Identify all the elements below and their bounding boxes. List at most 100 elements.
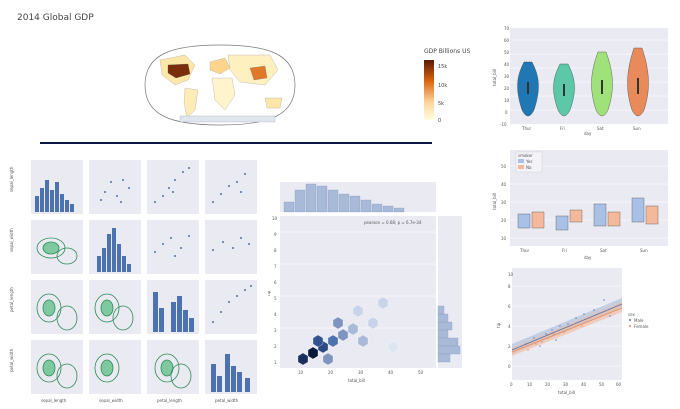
divider-line [40, 142, 432, 144]
regression-plot[interactable]: 10 8 6 4 2 0 0 10 20 30 40 50 60 total_b… [490, 264, 672, 404]
violin-xtick: Fri [560, 126, 565, 131]
map-usa [167, 63, 191, 79]
violin-ytick: 0 [505, 110, 508, 115]
box-xtick: Thur [519, 248, 530, 253]
box-ytick: 30 [501, 200, 507, 205]
reg-ytick: 8 [508, 284, 511, 289]
box-xlabel: day [584, 255, 592, 260]
box-ytick: 50 [501, 164, 507, 169]
colorbar-tick: 10k [438, 83, 447, 89]
reg-points-male [525, 299, 611, 347]
violin-ytick: 20 [504, 86, 510, 91]
violin-ytick: 70 [504, 26, 510, 31]
box-legend-item: No [526, 165, 532, 170]
reg-legend-item: Female [634, 324, 649, 329]
page-title: 2014 Global GDP [17, 13, 94, 23]
joint-main-panel [280, 216, 436, 368]
joint-ytick: 9 [274, 232, 277, 237]
reg-ytick: 0 [508, 364, 511, 369]
box-legend-swatch-yes [518, 159, 524, 163]
reg-line-male [511, 303, 623, 351]
reg-legend-item: Male [634, 318, 644, 323]
box-legend-item: Yes [525, 159, 532, 164]
violin-ytick: 50 [504, 50, 510, 55]
reg-xtick: 60 [616, 382, 622, 387]
box-ylabel: total_bill [492, 193, 497, 210]
violin-plot[interactable]: 70 60 50 40 30 20 10 0 -10 Thur Fri Sat … [492, 24, 672, 136]
reg-xtick: 50 [599, 382, 605, 387]
map-africa [211, 77, 236, 111]
colorbar-title: GDP Billions US [424, 48, 471, 55]
colorbar-tick: 0 [438, 118, 441, 122]
joint-ytick: 3 [274, 328, 277, 333]
reg-legend-marker-female [629, 325, 631, 327]
colorbar-tick: 15k [438, 64, 447, 70]
pair-row-label: sepal_length [9, 166, 14, 192]
box-xtick: Sat [600, 248, 607, 253]
pair-row-label: sepal_width [9, 228, 14, 252]
map-australia [264, 97, 283, 109]
pair-col-label: sepal_length [41, 398, 67, 403]
map-antarctica [179, 115, 276, 123]
violin-xlabel: day [584, 131, 592, 136]
joint-xtick: 10 [298, 370, 304, 375]
box-ytick: 40 [501, 182, 507, 187]
pair-kde-contours [36, 237, 192, 389]
reg-xtick: 30 [563, 382, 569, 387]
colorbar-tick: 5k [438, 101, 444, 107]
reg-xtick: 10 [527, 382, 533, 387]
joint-xtick: 20 [328, 370, 334, 375]
reg-ytick: 2 [508, 344, 511, 349]
map-europe [209, 57, 231, 75]
box-ytick: 10 [501, 236, 507, 241]
pair-row-label: petal_width [9, 348, 14, 372]
violin-ytick: 10 [504, 98, 510, 103]
reg-line-female [511, 307, 623, 353]
violin-xtick: Sat [597, 126, 604, 131]
pair-col-label: sepal_width [99, 398, 123, 403]
violin-xtick: Sun [633, 126, 641, 131]
reg-xtick: 40 [581, 382, 587, 387]
violin-ytick: 60 [504, 38, 510, 43]
reg-ytick: 4 [508, 324, 511, 329]
joint-ytick: 1 [274, 360, 277, 365]
box-xtick: Fri [562, 248, 567, 253]
joint-xtick: 40 [388, 370, 394, 375]
box-xtick: Sun [640, 248, 648, 253]
colorbar-gradient [424, 60, 434, 120]
joint-xtick: 30 [358, 370, 364, 375]
joint-ytick: 8 [274, 248, 277, 253]
joint-xtick: 50 [418, 370, 424, 375]
joint-ytick: 6 [274, 280, 277, 285]
world-choropleth-map[interactable] [140, 40, 300, 130]
joint-xlabel: total_bill [348, 378, 365, 383]
joint-hexbin-plot[interactable]: pearson = 0.68; p = 6.7e-34 10 9 8 7 6 5… [268, 180, 468, 385]
pair-col-label: petal_width [215, 398, 239, 403]
joint-ytick: 2 [274, 344, 277, 349]
box-plot[interactable]: 50 40 30 20 10 smoker Yes No Thur Fri Sa… [492, 146, 672, 262]
pair-row-label: petal_length [9, 287, 14, 312]
pair-scatter-points [100, 167, 252, 323]
reg-xtick: 20 [545, 382, 551, 387]
joint-ylabel: tip [268, 290, 271, 296]
reg-xtick: 0 [510, 382, 513, 387]
reg-ytick: 6 [508, 304, 511, 309]
pair-plot[interactable]: sepal_length sepal_width petal_length pe… [5, 152, 265, 404]
violin-ytick: 30 [504, 74, 510, 79]
reg-points-female [527, 317, 591, 351]
joint-annotation: pearson = 0.68; p = 6.7e-34 [364, 220, 422, 225]
box-ytick: 20 [501, 218, 507, 223]
box-legend-title: smoker [518, 153, 533, 158]
pair-col-label: petal_length [157, 398, 182, 403]
map-south-america [183, 87, 199, 119]
joint-ytick: 10 [272, 216, 278, 221]
colorbar: 15k 10k 5k 0 [424, 60, 447, 122]
reg-legend-marker-male [629, 319, 631, 321]
map-china [249, 65, 268, 81]
box-legend-swatch-no [518, 165, 524, 169]
reg-legend-title: sex [628, 312, 635, 317]
reg-ylabel: tip [496, 322, 501, 328]
joint-ytick: 5 [274, 296, 277, 301]
violin-ytick: 40 [504, 62, 510, 67]
violin-xtick: Thur [521, 126, 532, 131]
